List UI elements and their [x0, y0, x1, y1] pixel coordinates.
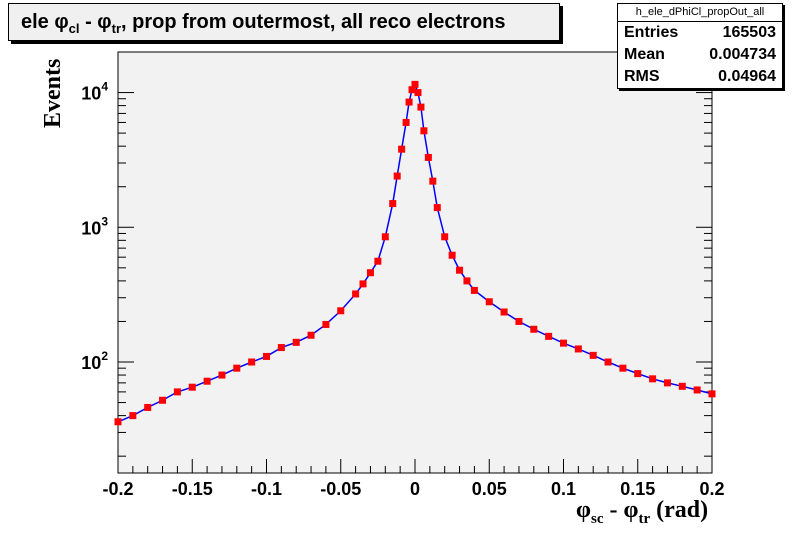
data-point — [129, 412, 137, 420]
title-sub2: tr — [111, 21, 121, 36]
stats-label: Entries — [624, 24, 679, 41]
data-point — [322, 320, 330, 328]
data-point — [263, 352, 270, 360]
data-point — [405, 98, 413, 106]
data-point — [173, 388, 181, 396]
data-point — [144, 403, 152, 411]
title-suffix: , prop from outermost, all reco electron… — [121, 11, 506, 33]
data-point — [402, 118, 410, 126]
data-point — [398, 145, 406, 153]
title-phi2: φ — [97, 11, 112, 33]
axis-ticks — [117, 51, 713, 473]
data-point — [159, 396, 167, 404]
data-point — [203, 377, 211, 385]
xlabel-sub2: tr — [638, 510, 651, 527]
data-point — [634, 370, 642, 378]
data-point — [678, 382, 686, 390]
data-point — [114, 418, 122, 426]
data-point — [374, 257, 382, 265]
data-point — [560, 339, 567, 347]
stats-value: 0.004734 — [709, 46, 776, 63]
stats-box: h_ele_dPhiCl_propOut_all Entries 165503 … — [617, 3, 783, 89]
title-sub1: cl — [68, 21, 80, 36]
data-point — [530, 325, 538, 333]
data-point — [708, 390, 716, 398]
data-points — [114, 80, 716, 426]
x-tick-label: -0.15 — [172, 479, 213, 499]
stats-value: 0.04964 — [718, 68, 776, 85]
data-point — [470, 286, 478, 294]
y-tick-label: 102 — [81, 349, 108, 373]
x-tick-label: 0 — [410, 479, 420, 499]
data-point — [408, 86, 416, 94]
chart-title: ele φcl - φtr, prop from outermost, all … — [8, 3, 560, 41]
data-point — [352, 290, 360, 298]
y-tick-label: 104 — [81, 80, 108, 104]
title-prefix: ele — [21, 11, 55, 33]
data-point — [441, 233, 449, 241]
stats-histogram-name: h_ele_dPhiCl_propOut_all — [618, 4, 782, 22]
data-point — [619, 364, 627, 372]
xlabel-sub1: sc — [590, 510, 604, 527]
data-point — [233, 364, 241, 372]
data-point — [307, 331, 315, 339]
xlabel-phi1: φ — [576, 497, 591, 523]
stats-row-rms: RMS 0.04964 — [618, 66, 782, 88]
data-point — [693, 386, 701, 394]
stats-value: 165503 — [722, 24, 776, 41]
data-point — [485, 298, 493, 306]
x-tick-label: -0.05 — [320, 479, 361, 499]
data-point — [292, 338, 300, 346]
data-point — [433, 204, 441, 212]
data-point — [545, 332, 553, 340]
data-point — [218, 371, 226, 379]
data-point — [649, 375, 657, 383]
data-point — [359, 280, 367, 288]
data-point — [515, 317, 523, 325]
y-axis-label: Events — [40, 58, 66, 128]
data-point — [393, 172, 401, 180]
x-tick-label: 0.15 — [620, 479, 655, 499]
stats-label: RMS — [624, 68, 660, 85]
data-point — [248, 358, 256, 366]
x-tick-label: 0.05 — [472, 479, 507, 499]
data-point — [448, 251, 456, 259]
xlabel-unit: (rad) — [650, 497, 709, 523]
data-point — [500, 308, 508, 316]
xlabel-phi2: φ — [623, 497, 639, 523]
data-point — [389, 200, 397, 208]
data-point — [424, 153, 432, 161]
x-tick-label: 0.2 — [699, 479, 724, 499]
tick-labels: -0.2 -0.15 -0.1 -0.05 0 0.05 0.1 0.15 0.2 102 103 1… — [81, 80, 724, 499]
data-point — [337, 307, 345, 315]
y-tick-label: 103 — [81, 214, 108, 238]
data-point — [411, 80, 419, 88]
data-point — [604, 358, 612, 366]
data-point — [589, 351, 597, 359]
data-point — [574, 345, 582, 353]
data-point — [381, 233, 389, 241]
data-point — [414, 89, 422, 97]
data-point — [277, 344, 285, 352]
title-phi1: φ — [54, 11, 69, 33]
plot-frame — [117, 51, 713, 474]
xlabel-mid: - — [603, 497, 624, 523]
data-point — [663, 379, 671, 387]
x-tick-label: -0.1 — [251, 479, 282, 499]
x-tick-label: -0.2 — [102, 479, 133, 499]
data-point — [463, 277, 471, 285]
data-point — [417, 103, 425, 111]
title-mid: - — [79, 11, 98, 33]
x-axis-label: φsc - φtr (rad) — [576, 497, 708, 528]
x-tick-label: 0.1 — [551, 479, 576, 499]
data-point — [429, 177, 437, 185]
stats-label: Mean — [624, 46, 665, 63]
data-point — [188, 383, 196, 391]
stats-row-entries: Entries 165503 — [618, 22, 782, 44]
data-point — [420, 127, 428, 135]
stats-row-mean: Mean 0.004734 — [618, 44, 782, 66]
data-point — [456, 266, 464, 274]
data-point — [366, 269, 374, 277]
